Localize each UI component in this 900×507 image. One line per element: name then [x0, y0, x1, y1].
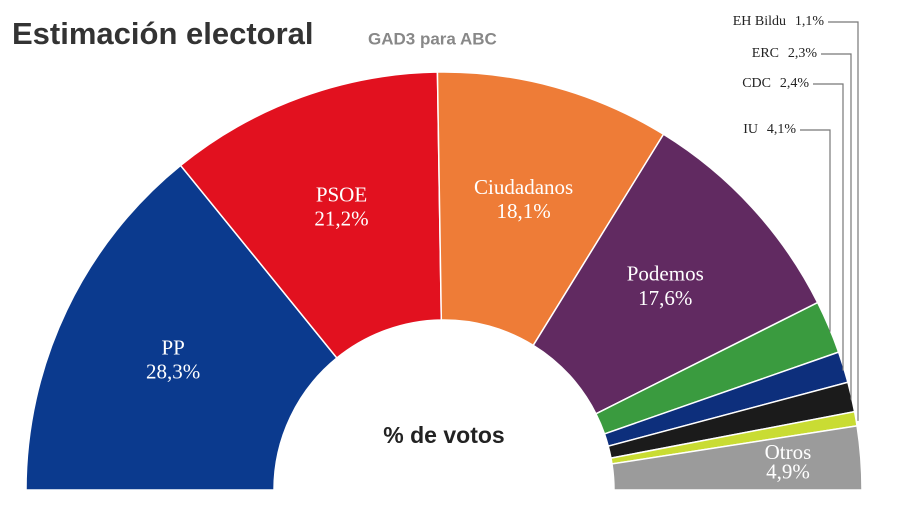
leader-line — [800, 129, 831, 332]
segment-name: EH Bildu — [733, 14, 786, 29]
leader-line — [813, 83, 844, 371]
segment-name: IU — [743, 122, 758, 137]
segment-name: ERC — [752, 46, 779, 61]
segment-value: 21,2% — [314, 206, 368, 230]
chart-title: Estimación electoral — [12, 16, 314, 51]
leader-line — [828, 21, 859, 421]
segment-name: Podemos — [627, 262, 704, 286]
segment-name: Otros — [765, 440, 812, 464]
segment-value: 18,1% — [496, 199, 550, 223]
segment-name: CDC — [742, 76, 771, 91]
segment-value: 4,1% — [767, 122, 797, 137]
chart-subtitle: GAD3 para ABC — [368, 29, 497, 48]
segment-value: 17,6% — [638, 286, 692, 310]
leader-line — [821, 53, 852, 400]
segment-value: 1,1% — [795, 14, 825, 29]
segment — [611, 425, 863, 491]
segment — [179, 71, 443, 360]
segment-value: 4,9% — [766, 459, 810, 483]
segment-value: 2,3% — [788, 46, 818, 61]
segment-name: PSOE — [316, 182, 367, 206]
segment-value: 2,4% — [780, 76, 810, 91]
segment-value: 28,3% — [146, 359, 200, 383]
center-label: % de votos — [383, 422, 504, 448]
segment — [436, 71, 665, 347]
segment — [532, 133, 819, 415]
segment — [25, 164, 338, 491]
segment-name: PP — [161, 335, 184, 359]
segment-name: Ciudadanos — [474, 175, 573, 199]
